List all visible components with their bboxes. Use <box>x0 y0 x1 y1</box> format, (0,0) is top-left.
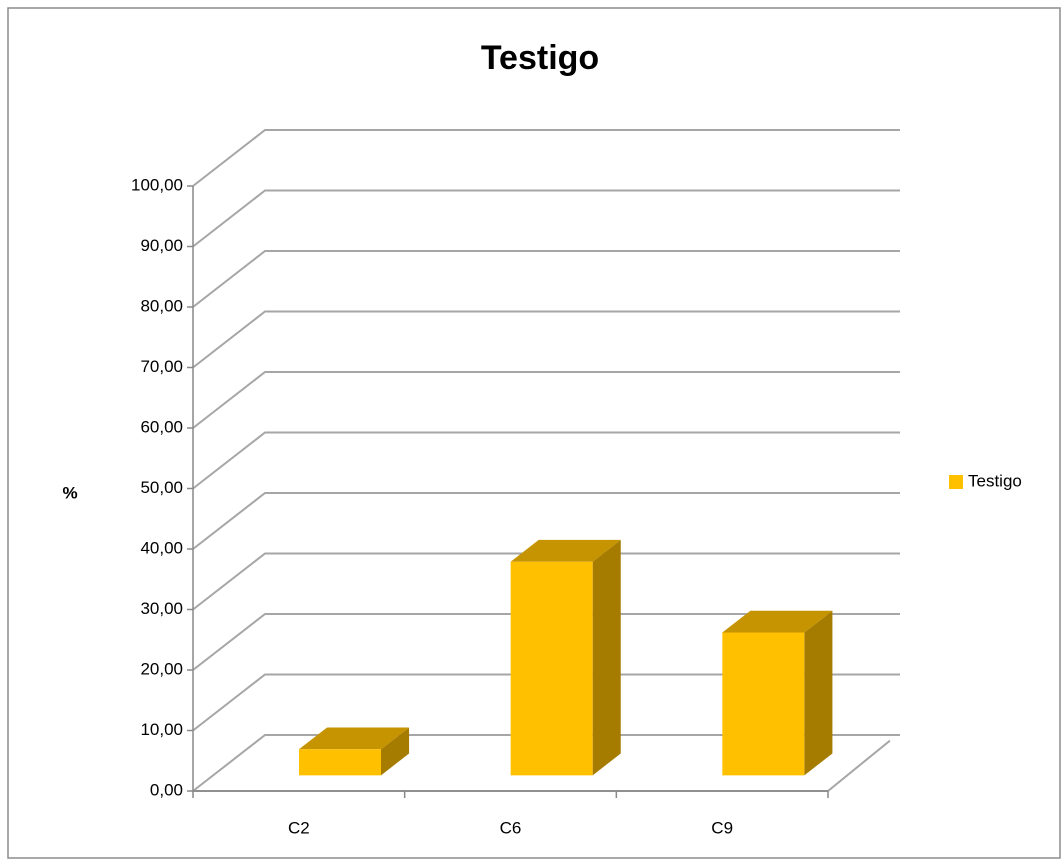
grid-line <box>192 189 900 248</box>
y-tick-label: 90,00 <box>140 236 183 255</box>
y-tick-label: 50,00 <box>140 478 183 497</box>
grid-line <box>192 371 900 429</box>
y-tick-label: 20,00 <box>140 659 183 678</box>
grid-line <box>192 250 900 308</box>
grid-line <box>192 310 900 369</box>
y-tick-label: 0,00 <box>150 780 183 799</box>
y-tick-label: 60,00 <box>140 417 183 436</box>
legend-swatch <box>949 475 963 489</box>
bar-top <box>510 539 621 562</box>
grid-line <box>192 431 900 490</box>
chart-title: Testigo <box>481 39 599 77</box>
grid-line <box>192 613 900 671</box>
bar-side <box>380 727 410 776</box>
grid-line <box>192 552 900 611</box>
y-tick-label: 80,00 <box>140 296 183 315</box>
x-tick-label: C9 <box>711 818 733 837</box>
y-tick-label: 10,00 <box>140 720 183 739</box>
bar-top <box>722 610 833 633</box>
y-tick-label: 30,00 <box>140 599 183 618</box>
grid-line <box>192 734 900 792</box>
y-axis-label: % <box>62 483 77 502</box>
bar-top <box>298 727 410 750</box>
y-tick-label: 40,00 <box>140 538 183 557</box>
y-tick-label: 70,00 <box>140 357 183 376</box>
bar-side <box>804 610 833 776</box>
legend-label: Testigo <box>968 471 1022 490</box>
grid-line <box>192 673 900 732</box>
bar <box>722 632 805 776</box>
bar <box>298 749 381 776</box>
bar <box>510 561 593 776</box>
bar-side <box>592 539 621 776</box>
x-tick-label: C2 <box>288 818 310 837</box>
y-tick-label: 100,00 <box>131 175 183 194</box>
x-tick-label: C6 <box>500 818 522 837</box>
grid-line <box>192 492 900 550</box>
grid-line <box>192 129 900 187</box>
